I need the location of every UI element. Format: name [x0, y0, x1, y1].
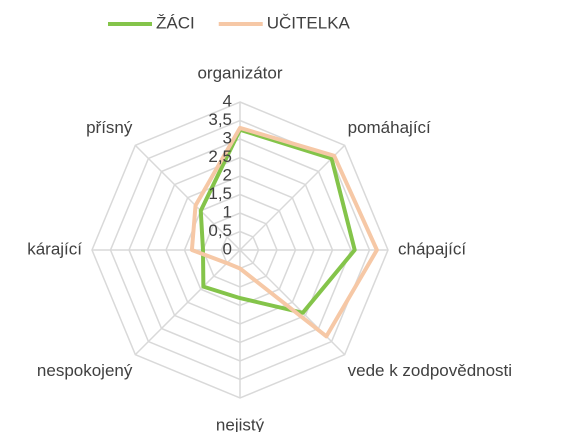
spoke	[134, 249, 241, 356]
category-label: nejistý	[216, 415, 265, 432]
series-line	[198, 127, 357, 315]
spoke	[239, 144, 346, 251]
category-label: nespokojený	[37, 361, 133, 380]
spoke	[134, 144, 241, 251]
category-label: kárající	[27, 239, 82, 258]
tick-label: 3,5	[208, 110, 232, 129]
category-label: vede k zodpovědnosti	[348, 361, 512, 380]
tick-label: 2	[223, 165, 232, 184]
category-label: pomáhající	[348, 118, 431, 137]
category-label: přísný	[86, 118, 133, 137]
tick-label: 3	[223, 128, 232, 147]
tick-label: 0,5	[208, 221, 232, 240]
tick-label: 0	[223, 239, 232, 258]
tick-label: 4	[223, 91, 232, 110]
tick-label: 1,5	[208, 184, 232, 203]
legend-label: UČITELKA	[267, 13, 351, 32]
tick-label: 1	[223, 202, 232, 221]
series-line	[189, 125, 379, 339]
legend-label: ŽÁCI	[156, 13, 195, 32]
tick-label: 2,5	[208, 147, 232, 166]
category-label: chápající	[398, 239, 466, 258]
category-label: organizátor	[197, 63, 282, 82]
